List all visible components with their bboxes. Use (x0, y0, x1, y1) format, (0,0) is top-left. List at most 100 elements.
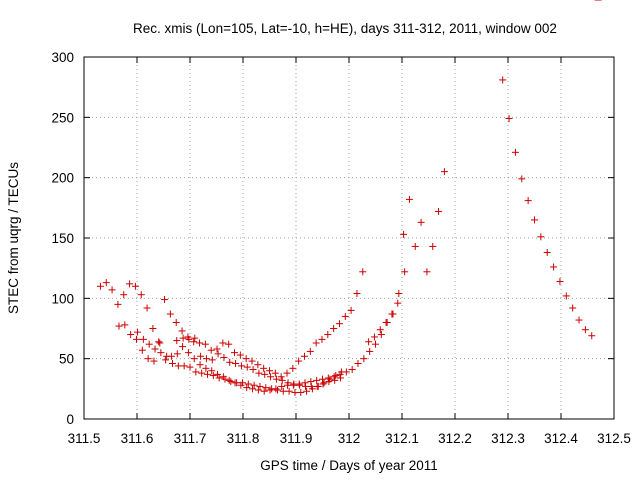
data-point (341, 312, 349, 320)
data-point (250, 381, 258, 389)
data-point (120, 291, 128, 299)
data-point (203, 370, 211, 378)
data-point (285, 387, 293, 395)
y-tick-label: 250 (51, 110, 74, 125)
x-axis-label: GPS time / Days of year 2011 (260, 458, 438, 473)
data-point (225, 376, 233, 384)
data-point (231, 349, 239, 357)
data-point (196, 339, 204, 347)
data-point (359, 268, 367, 276)
data-point (330, 325, 338, 332)
data-point (232, 359, 240, 367)
data-point (347, 306, 355, 314)
data-point (202, 364, 210, 372)
data-point (219, 339, 227, 347)
data-point (202, 355, 210, 363)
x-tick-label: 311.9 (280, 431, 313, 446)
data-point (237, 362, 245, 370)
data-point (254, 361, 262, 369)
data-point (179, 334, 187, 342)
data-point (377, 331, 385, 339)
data-point (173, 337, 181, 345)
x-tick-label: 312 (338, 431, 361, 446)
data-point (201, 340, 209, 348)
data-point (134, 328, 142, 336)
data-point (254, 386, 262, 394)
data-point (301, 379, 309, 387)
data-point (336, 370, 344, 378)
data-point (569, 304, 577, 312)
data-point (556, 277, 564, 285)
data-point (518, 175, 526, 183)
data-point (324, 374, 332, 382)
data-point (423, 268, 431, 276)
data-point (575, 316, 583, 324)
data-point (227, 378, 235, 386)
data-point (207, 346, 215, 354)
data-point (163, 352, 171, 360)
data-point (150, 357, 158, 365)
data-point (149, 325, 157, 332)
data-point (331, 376, 339, 384)
data-point (214, 370, 222, 378)
data-point (499, 76, 507, 84)
data-point (330, 373, 338, 381)
x-tick-label: 311.6 (121, 431, 154, 446)
data-point (243, 363, 251, 371)
data-point (537, 233, 545, 241)
y-axis-label: STEC from uqrg / TECUs (6, 162, 21, 314)
data-point (198, 369, 206, 377)
x-tick-label: 312.2 (438, 431, 472, 446)
data-point (306, 347, 314, 355)
data-point (96, 282, 104, 290)
data-point (139, 335, 147, 343)
plot-frame (83, 56, 615, 420)
data-point (531, 216, 538, 224)
y-tick-label: 150 (51, 231, 74, 246)
y-tick-label: 300 (51, 50, 74, 65)
x-tick-label: 311.7 (174, 431, 207, 446)
chart-title: Rec. xmis (Lon=105, Lat=-10, h=HE), days… (133, 21, 557, 36)
data-point (169, 359, 177, 367)
data-point (209, 372, 217, 380)
data-points (96, 0, 602, 396)
data-point (550, 263, 558, 271)
data-point (300, 352, 308, 360)
data-point (273, 386, 281, 394)
data-point (266, 386, 274, 394)
data-point (215, 374, 223, 382)
data-point (185, 335, 193, 343)
data-point (249, 366, 257, 374)
data-point (588, 332, 596, 340)
data-point (213, 345, 221, 353)
data-point (405, 195, 413, 203)
data-point (137, 291, 145, 299)
data-point (332, 372, 340, 380)
data-point (308, 385, 316, 393)
data-point (429, 242, 437, 250)
x-tick-label: 312.4 (544, 431, 578, 446)
data-point (266, 367, 273, 375)
x-tick-label: 311.8 (227, 431, 260, 446)
data-point (277, 373, 285, 381)
data-point (192, 368, 200, 376)
data-point (249, 385, 257, 393)
data-point (178, 327, 186, 335)
data-point (131, 282, 139, 290)
data-point (307, 378, 315, 386)
data-point (256, 382, 264, 390)
data-point (190, 355, 198, 363)
data-point (417, 218, 425, 226)
data-point (354, 359, 362, 367)
y-tick-label: 0 (66, 412, 74, 427)
data-point (184, 349, 192, 357)
data-point (401, 268, 409, 276)
data-point (156, 339, 164, 347)
data-point (337, 374, 345, 382)
data-point (225, 340, 233, 348)
data-point (161, 296, 169, 304)
data-point (435, 207, 443, 215)
data-point (278, 382, 286, 390)
data-point (562, 292, 570, 300)
axis-ticks: 311.5 311.6 311.7 311.8 311.9 312 312.1 312.2 31… (51, 50, 630, 446)
